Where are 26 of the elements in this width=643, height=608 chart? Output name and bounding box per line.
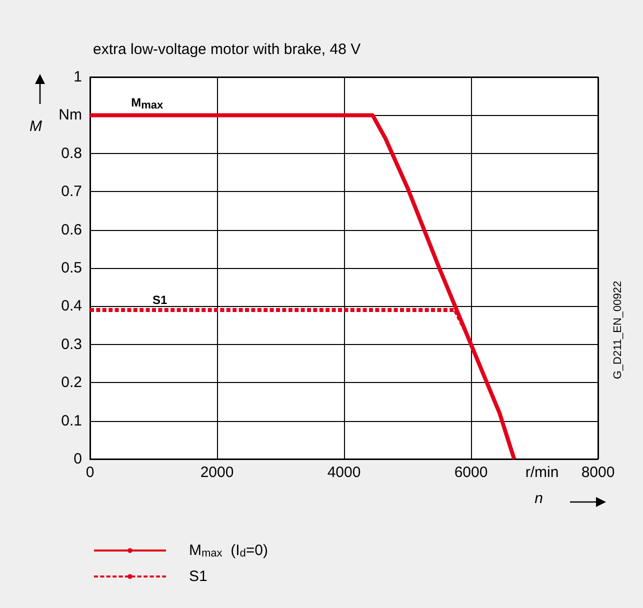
annotation: Mmax <box>131 96 164 112</box>
y-tick-label: 0.8 <box>61 144 82 162</box>
x-axis-title: n <box>534 490 543 507</box>
text: G_D211_EN_00922 <box>612 280 624 380</box>
x-tick-label: 2000 <box>200 464 234 481</box>
legend-label: Mmax (Id=0) <box>189 542 268 560</box>
y-tick-label: 0.2 <box>61 374 82 392</box>
y-tick-label: 0.3 <box>61 336 82 353</box>
y-tick-label: 0.6 <box>61 221 82 238</box>
x-tick-label: 0 <box>86 464 94 481</box>
chart-title: extra low-voltage motor with brake, 48 V <box>93 41 361 58</box>
line-series <box>88 113 516 461</box>
y-tick-label: Nm <box>58 106 82 124</box>
x-tick-label: 4000 <box>327 464 361 481</box>
x-tick-label: 8000 <box>581 464 615 481</box>
annotation: S1 <box>152 293 168 308</box>
y-tick-label: 0.1 <box>61 412 82 430</box>
y-tick-label: 0.5 <box>61 260 82 276</box>
y-tick-label: 0 <box>74 450 82 468</box>
x-tick-label: 6000 <box>454 464 488 481</box>
y-tick-label: 1 <box>74 68 82 86</box>
y-tick-label: 0.4 <box>61 298 82 315</box>
legend-label: S1 <box>189 568 208 585</box>
text: r/min <box>525 464 559 481</box>
y-axis-title: M <box>30 118 42 135</box>
y-tick-label: 0.7 <box>61 183 82 200</box>
